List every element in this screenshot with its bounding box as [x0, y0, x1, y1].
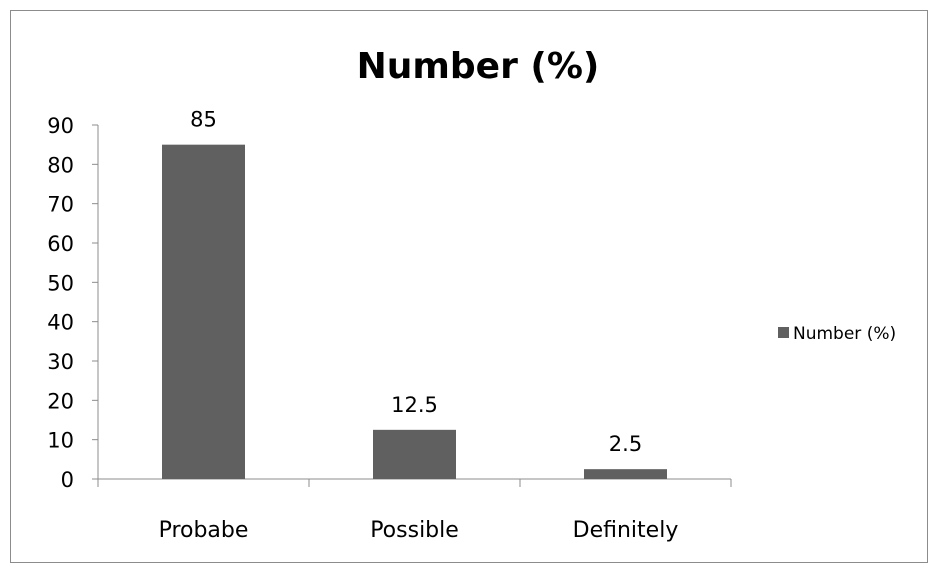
y-tick-label: 30 — [47, 350, 74, 374]
y-tick-label: 80 — [47, 153, 74, 177]
y-tick-label: 60 — [47, 232, 74, 256]
data-label: 12.5 — [391, 393, 438, 417]
y-tick-label: 40 — [47, 311, 74, 335]
legend-label: Number (%) — [793, 324, 896, 344]
y-tick-label: 70 — [47, 193, 74, 217]
y-tick-label: 0 — [61, 468, 74, 492]
bars: 85 12.5 2.5 — [162, 108, 667, 479]
data-label: 85 — [190, 108, 217, 132]
data-label: 2.5 — [609, 432, 642, 456]
legend-swatch — [778, 327, 789, 338]
chart-title: Number (%) — [357, 46, 600, 87]
x-tick-label: Definitely — [573, 518, 679, 543]
y-tick-label: 90 — [47, 114, 74, 138]
axes: 0 10 20 30 40 50 60 70 80 90 Probabe Possible Defini… — [47, 114, 732, 543]
x-tick-label: Possible — [370, 518, 459, 543]
x-tick-label: Probabe — [159, 518, 249, 543]
y-tick-label: 20 — [47, 389, 74, 413]
legend: Number (%) — [778, 324, 896, 344]
bar — [162, 144, 245, 479]
y-tick-label: 50 — [47, 271, 74, 295]
y-tick-label: 10 — [47, 429, 74, 453]
bar — [584, 469, 667, 479]
bar — [373, 429, 456, 479]
